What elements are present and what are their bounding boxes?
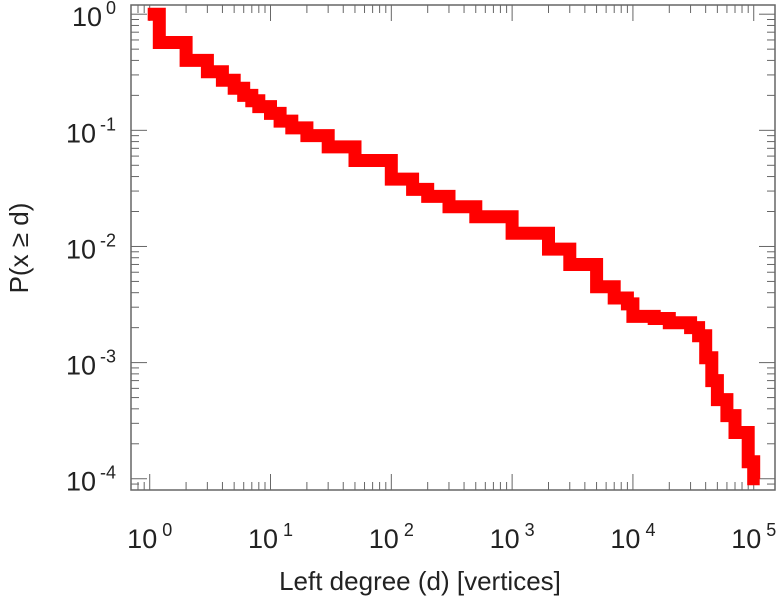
y-tick-label: 10 -3 <box>66 347 116 381</box>
x-tick-exponent: 3 <box>525 520 535 540</box>
x-tick-base: 10 <box>127 524 157 554</box>
x-tick-base: 10 <box>369 524 399 554</box>
y-tick-exponent: -1 <box>100 114 116 134</box>
plot-frame <box>130 4 776 491</box>
y-tick-base: 10 <box>72 2 102 32</box>
y-tick-base: 10 <box>66 467 96 497</box>
y-tick-base: 10 <box>66 351 96 381</box>
major-ticks <box>131 5 775 490</box>
y-tick-exponent: 0 <box>106 0 116 18</box>
x-tick-exponent: 2 <box>404 520 414 540</box>
y-tick-base: 10 <box>66 234 96 264</box>
y-tick-base: 10 <box>66 118 96 148</box>
x-tick-labels: 10 0 10 1 10 2 10 3 10 4 10 5 <box>127 520 776 554</box>
series-line <box>147 7 761 486</box>
y-tick-exponent: -3 <box>100 347 116 367</box>
x-tick-label: 10 1 <box>248 520 293 554</box>
minor-ticks <box>130 5 775 491</box>
y-tick-label: 10 -4 <box>66 463 116 497</box>
x-tick-exponent: 4 <box>645 520 655 540</box>
x-tick-label: 10 5 <box>731 520 776 554</box>
x-tick-base: 10 <box>731 524 761 554</box>
x-tick-base: 10 <box>490 524 520 554</box>
x-tick-label: 10 4 <box>610 520 655 554</box>
y-tick-label: 10 -2 <box>66 230 116 264</box>
y-tick-exponent: -4 <box>100 463 116 483</box>
x-tick-exponent: 0 <box>162 520 172 540</box>
x-tick-exponent: 5 <box>766 520 776 540</box>
x-tick-base: 10 <box>610 524 640 554</box>
x-tick-label: 10 0 <box>127 520 172 554</box>
y-tick-exponent: -2 <box>100 230 116 250</box>
y-tick-label: 10 0 <box>72 0 116 32</box>
y-tick-label: 10 -1 <box>66 114 116 148</box>
x-tick-exponent: 1 <box>283 520 293 540</box>
x-tick-base: 10 <box>248 524 278 554</box>
y-axis-label: P(x ≥ d) <box>4 203 34 294</box>
x-tick-label: 10 2 <box>369 520 414 554</box>
x-axis-label: Left degree (d) [vertices] <box>279 566 561 596</box>
x-tick-label: 10 3 <box>490 520 535 554</box>
